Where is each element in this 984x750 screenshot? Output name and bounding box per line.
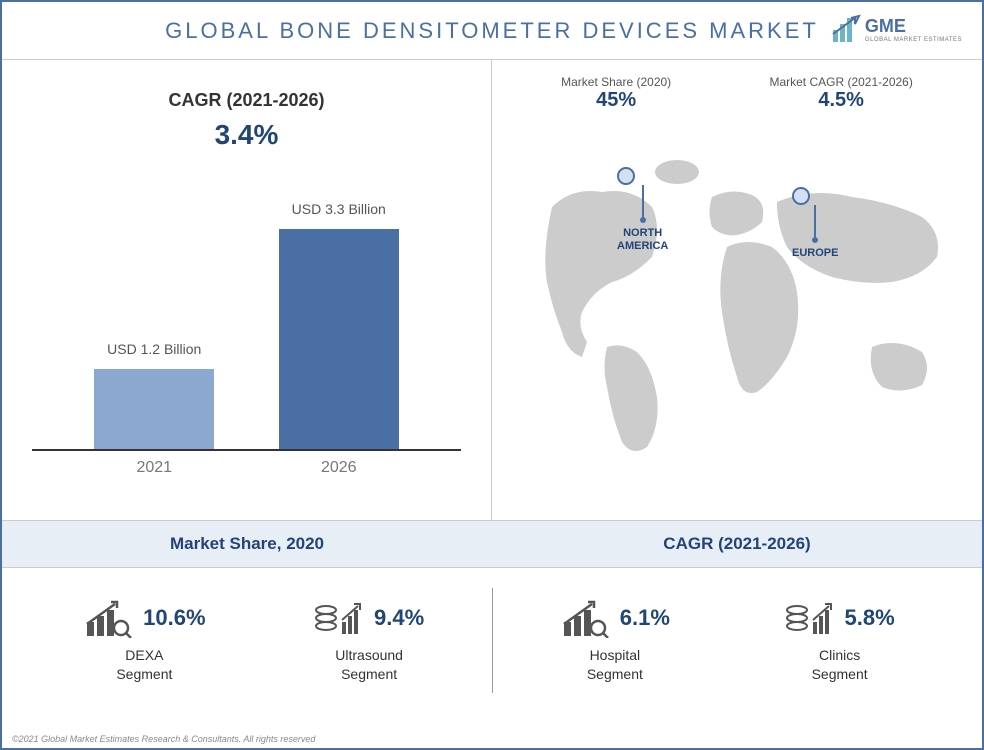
segment-ultrasound: 9.4% UltrasoundSegment — [257, 588, 482, 693]
segment-hospital: 6.1% HospitalSegment — [503, 588, 728, 693]
pin-europe: EUROPE — [792, 187, 838, 260]
bar-2021-label: USD 1.2 Billion — [94, 341, 214, 357]
world-map: NORTHAMERICA EUROPE — [512, 117, 962, 467]
pin-circle-icon — [792, 187, 810, 205]
pin-line — [814, 205, 816, 240]
pin-dot — [640, 217, 646, 223]
bottom-segments: 10.6% DEXASegment 9.4% UltrasoundSegment — [2, 568, 982, 713]
world-map-svg — [512, 117, 962, 467]
segment-dexa-label: DEXASegment — [116, 646, 172, 682]
segment-row: 5.8% — [785, 598, 895, 638]
infographic-container: GLOBAL BONE DENSITOMETER DEVICES MARKET … — [0, 0, 984, 750]
segment-row: 10.6% — [83, 598, 205, 638]
region-europe: EUROPE — [792, 247, 838, 260]
mid-bar-right: CAGR (2021-2026) — [492, 521, 982, 567]
bar-2021: USD 1.2 Billion — [94, 369, 214, 449]
bar-x-axis: 2021 2026 — [32, 459, 461, 477]
segment-clinics-label: ClinicsSegment — [812, 646, 868, 682]
segment-row: 9.4% — [314, 598, 424, 638]
map-stat-share-value: 45% — [561, 89, 671, 112]
main-title: GLOBAL BONE DENSITOMETER DEVICES MARKET — [165, 18, 819, 44]
header: GLOBAL BONE DENSITOMETER DEVICES MARKET … — [2, 2, 982, 60]
map-stat-share: Market Share (2020) 45% — [561, 75, 671, 112]
pin-line — [642, 185, 644, 220]
right-panel: Market Share (2020) 45% Market CAGR (202… — [492, 60, 982, 520]
bar-2026-label: USD 3.3 Billion — [279, 201, 399, 217]
logo-text: GME — [865, 16, 962, 37]
logo-text-wrap: GME GLOBAL MARKET ESTIMATES — [865, 16, 962, 43]
map-stat-share-label: Market Share (2020) — [561, 75, 671, 89]
copyright: ©2021 Global Market Estimates Research &… — [12, 734, 315, 744]
map-stat-cagr-value: 4.5% — [769, 89, 912, 112]
segment-clinics-value: 5.8% — [845, 605, 895, 631]
segment-ultrasound-label: UltrasoundSegment — [335, 646, 403, 682]
stack-trend-icon — [314, 598, 364, 638]
bar-x-2026: 2026 — [279, 459, 399, 477]
mid-bar-left: Market Share, 2020 — [2, 521, 492, 567]
region-north-america: NORTHAMERICA — [617, 227, 668, 253]
logo-subtitle: GLOBAL MARKET ESTIMATES — [865, 37, 962, 43]
mid-bar: Market Share, 2020 CAGR (2021-2026) — [2, 520, 982, 568]
map-stat-cagr: Market CAGR (2021-2026) 4.5% — [769, 75, 912, 112]
bar-area: USD 1.2 Billion USD 3.3 Billion — [32, 191, 461, 451]
segment-row: 6.1% — [560, 598, 670, 638]
segment-hospital-value: 6.1% — [620, 605, 670, 631]
pin-dot — [812, 237, 818, 243]
main-panels: CAGR (2021-2026) 3.4% USD 1.2 Billion US… — [2, 60, 982, 520]
divider — [492, 588, 493, 693]
bar-trend-icon — [83, 598, 133, 638]
bar-trend-icon — [560, 598, 610, 638]
logo-icon — [831, 14, 861, 44]
logo: GME GLOBAL MARKET ESTIMATES — [831, 14, 962, 44]
cagr-label: CAGR (2021-2026) — [32, 90, 461, 111]
pin-north-america: NORTHAMERICA — [617, 167, 668, 253]
bar-chart: USD 1.2 Billion USD 3.3 Billion 2021 202… — [32, 191, 461, 501]
segment-ultrasound-value: 9.4% — [374, 605, 424, 631]
bar-x-2021: 2021 — [94, 459, 214, 477]
segment-dexa: 10.6% DEXASegment — [32, 588, 257, 693]
segment-clinics: 5.8% ClinicsSegment — [727, 588, 952, 693]
segment-dexa-value: 10.6% — [143, 605, 205, 631]
bar-2026: USD 3.3 Billion — [279, 229, 399, 449]
map-stats: Market Share (2020) 45% Market CAGR (202… — [512, 75, 962, 112]
left-panel: CAGR (2021-2026) 3.4% USD 1.2 Billion US… — [2, 60, 492, 520]
pin-circle-icon — [617, 167, 635, 185]
cagr-value: 3.4% — [32, 119, 461, 151]
segment-hospital-label: HospitalSegment — [587, 646, 643, 682]
stack-trend-icon — [785, 598, 835, 638]
map-stat-cagr-label: Market CAGR (2021-2026) — [769, 75, 912, 89]
